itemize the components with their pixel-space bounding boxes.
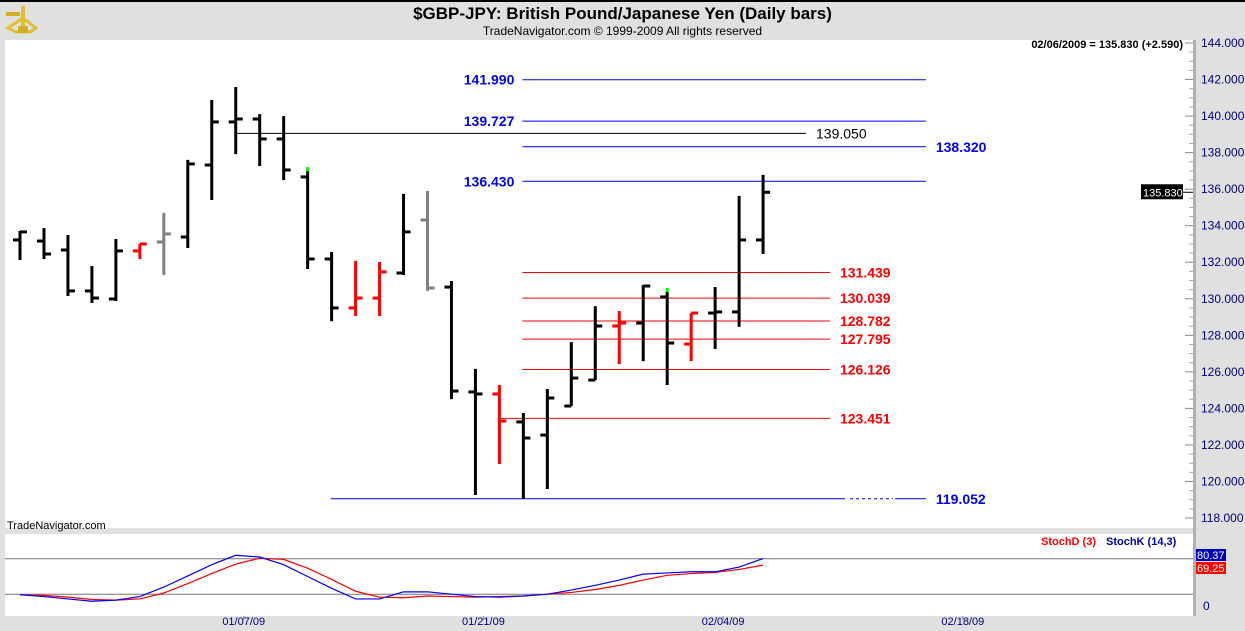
stoch-d-value: 69.25 xyxy=(1197,563,1225,575)
watermark-text: TradeNavigator.com xyxy=(7,520,106,532)
x-tick-label: 01/21/09 xyxy=(462,616,505,628)
last-price-label: 02/06/2009 = 135.830 (+2.590) xyxy=(1031,39,1183,51)
fib-level-label: 123.451 xyxy=(840,410,891,426)
stoch-d-marker xyxy=(1196,562,1226,574)
fib-level-label: 119.052 xyxy=(936,491,986,507)
legend-stoch-k: StochK (14,3) xyxy=(1106,536,1177,548)
stoch-k-value: 80.37 xyxy=(1197,550,1225,562)
last-price-value: 135.830 xyxy=(1143,187,1183,199)
fib-level-label: 141.990 xyxy=(464,72,515,88)
x-tick-label: 02/04/09 xyxy=(702,616,745,628)
legend-stoch-d: StochD (3) xyxy=(1041,536,1096,548)
price-panel xyxy=(5,40,1193,528)
price-axis-line xyxy=(1193,40,1196,616)
y-tick-label: 118.000 xyxy=(1201,511,1244,525)
copyright-text: TradeNavigator.com © 1999-2009 All right… xyxy=(482,24,763,38)
y-tick-label: 132.000 xyxy=(1201,255,1245,269)
x-tick-label: 01/07/09 xyxy=(222,616,265,628)
x-tick-label: 02/18/09 xyxy=(941,616,984,628)
chart-title: $GBP-JPY: British Pound/Japanese Yen (Da… xyxy=(413,4,832,23)
stoch-panel xyxy=(5,534,1193,616)
y-tick-label: 122.000 xyxy=(1201,438,1245,452)
fib-level-label: 126.126 xyxy=(840,362,891,378)
fib-level-label: 127.795 xyxy=(840,331,891,347)
y-tick-label: 128.000 xyxy=(1201,328,1245,342)
stoch-k-marker xyxy=(1196,549,1226,561)
signal-dot xyxy=(306,167,310,172)
sextant-logo-icon xyxy=(5,6,38,34)
fib-level-label: 128.782 xyxy=(840,313,891,329)
stoch-d-line xyxy=(19,557,764,601)
y-tick-label: 124.000 xyxy=(1201,401,1245,415)
stoch-k-line xyxy=(19,554,764,602)
y-tick-label: 136.000 xyxy=(1201,182,1245,196)
y-tick-label: 134.000 xyxy=(1201,219,1245,233)
fib-level-label: 139.727 xyxy=(464,113,515,129)
fib-level-label: 130.039 xyxy=(840,290,891,306)
y-tick-label: 144.000 xyxy=(1201,36,1245,50)
fib-level-label: 138.320 xyxy=(936,139,987,155)
y-tick-label: 130.000 xyxy=(1201,292,1245,306)
y-tick-label: 126.000 xyxy=(1201,365,1245,379)
y-tick-label: 140.000 xyxy=(1201,109,1245,123)
fib-level-label: 131.439 xyxy=(840,264,891,280)
y-tick-label: 138.000 xyxy=(1201,146,1245,160)
fib-level-label: 139.050 xyxy=(816,125,867,141)
y-tick-label: 142.000 xyxy=(1201,73,1245,87)
y-tick-label: 120.000 xyxy=(1201,474,1245,488)
last-price-marker xyxy=(1141,184,1183,200)
signal-dot xyxy=(665,288,669,293)
fib-level-label: 136.430 xyxy=(464,173,515,189)
stoch-tick-label: 0 xyxy=(1203,599,1210,613)
